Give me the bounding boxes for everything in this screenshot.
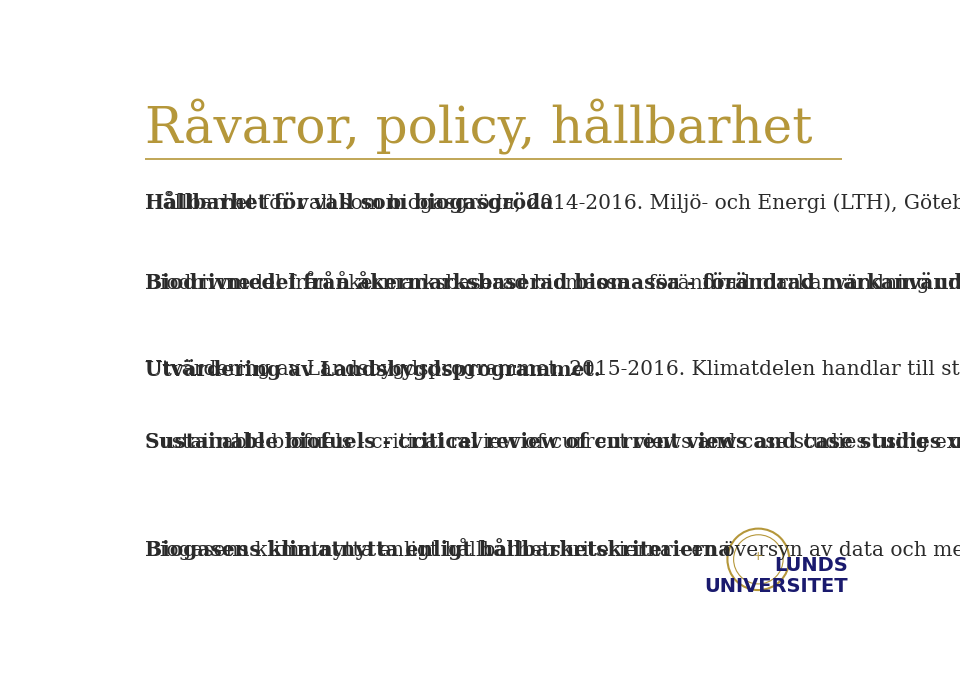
Text: LUNDS
UNIVERSITET: LUNDS UNIVERSITET [704,556,848,596]
Text: Utvärdering av Landsbygdsprogrammet.: Utvärdering av Landsbygdsprogrammet. [145,359,600,380]
Text: +: + [753,550,763,563]
Text: Biodrivmedel från åkermarksbaserad biomassa - förändrad markanvändning ur ett sv: Biodrivmedel från åkermarksbaserad bioma… [145,270,960,292]
Text: Hållbarhet för vall som biogasgröda, 2014-2016. Miljö- och Energi (LTH), Götebor: Hållbarhet för vall som biogasgröda, 201… [145,191,960,213]
Text: Biogasens klimatnytta enligt hållbarhetskriterierna: Biogasens klimatnytta enligt hållbarhets… [145,538,731,560]
Text: Utvärdering av Landsbygdsprogrammet. 2015-2016. Klimatdelen handlar till stor de: Utvärdering av Landsbygdsprogrammet. 201… [145,359,960,379]
Text: Biodrivmedel från åkermarksbaserad biomassa - förändrad markanvändning ur ett sv: Biodrivmedel från åkermarksbaserad bioma… [145,270,960,292]
Text: Biogasens klimatnytta enligt hållbarhetskriterierna - en översyn av data och met: Biogasens klimatnytta enligt hållbarhets… [145,538,960,560]
Text: Sustainable biofuels - critical review of current views and case studies using e: Sustainable biofuels - critical review o… [145,432,960,452]
Text: Sustainable biofuels - critical review of current views and case studies using e: Sustainable biofuels - critical review o… [145,432,960,452]
Text: Råvaror, policy, hållbarhet: Råvaror, policy, hållbarhet [145,98,812,154]
Text: Hållbarhet för vall som biogasgröda: Hållbarhet för vall som biogasgröda [145,191,553,213]
